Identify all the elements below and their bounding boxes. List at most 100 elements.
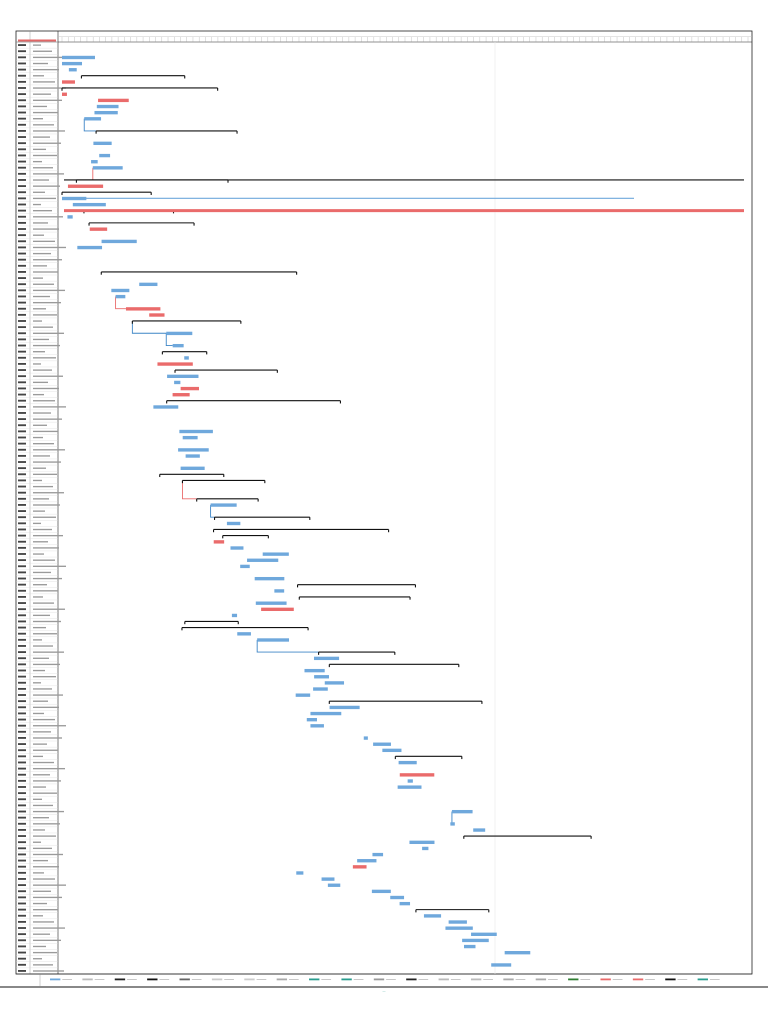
row-id-cell bbox=[18, 129, 26, 132]
task-name-cell bbox=[33, 44, 41, 46]
task-bar bbox=[101, 239, 137, 244]
legend-swatch-inactive-milestone bbox=[244, 978, 255, 981]
task-name-cell bbox=[33, 958, 42, 960]
row-id-cell bbox=[18, 258, 26, 261]
row-id-cell bbox=[18, 381, 26, 384]
row-id-cell bbox=[18, 203, 26, 206]
row-id-cell bbox=[18, 620, 26, 623]
row-id-cell bbox=[18, 228, 26, 230]
task-name-cell bbox=[33, 271, 58, 273]
task-bar bbox=[473, 828, 486, 832]
row-id-cell bbox=[18, 675, 26, 678]
critical-task-bar bbox=[98, 98, 129, 103]
critical-task-bar bbox=[352, 865, 367, 869]
task-bar bbox=[310, 711, 342, 716]
legend-label-project-summary bbox=[191, 979, 202, 980]
task-name-cell bbox=[33, 344, 60, 347]
row-id-cell bbox=[18, 841, 26, 844]
task-bar bbox=[93, 141, 112, 146]
dependency-links bbox=[76, 118, 453, 825]
row-id-cell bbox=[18, 645, 26, 647]
legend-swatch-inactive-summary bbox=[276, 978, 288, 981]
task-bar bbox=[210, 503, 237, 507]
row-id-cell bbox=[18, 614, 26, 617]
task-name-cell bbox=[33, 436, 43, 439]
task-name-cell bbox=[33, 718, 55, 721]
row-id-cell bbox=[18, 399, 26, 402]
task-bar bbox=[357, 859, 377, 863]
task-name-cell bbox=[33, 167, 53, 169]
task-bar bbox=[96, 104, 119, 109]
task-name-cell bbox=[33, 228, 59, 230]
row-id-cell bbox=[18, 638, 26, 641]
task-bar bbox=[172, 343, 184, 348]
row-id-cell bbox=[18, 405, 26, 408]
row-id-cell bbox=[18, 589, 26, 592]
task-bar bbox=[68, 68, 77, 72]
task-name-cell bbox=[33, 240, 55, 243]
task-bar bbox=[448, 920, 467, 924]
task-name-cell bbox=[33, 185, 60, 187]
row-id-cell bbox=[18, 393, 26, 396]
task-name-cell bbox=[33, 418, 62, 420]
task-name-cell bbox=[33, 75, 44, 77]
legend-label-start-only bbox=[450, 979, 461, 980]
task-name-cell bbox=[33, 68, 59, 71]
legend-swatch-start-only bbox=[438, 978, 449, 981]
task-name-cell bbox=[33, 743, 47, 745]
row-id-cell bbox=[18, 577, 26, 580]
row-id-cell bbox=[18, 117, 26, 120]
task-bar bbox=[99, 153, 111, 158]
task-bar bbox=[314, 675, 330, 679]
row-id-cell bbox=[18, 939, 26, 942]
row-id-cell bbox=[18, 485, 26, 488]
page-footer-mark: — bbox=[382, 989, 386, 993]
row-id-cell bbox=[18, 792, 26, 795]
row-id-cell bbox=[18, 209, 26, 212]
legend-label-finish-only bbox=[483, 979, 493, 980]
task-name-cell bbox=[33, 326, 53, 328]
legend-label-critical-split bbox=[645, 979, 655, 980]
task-name-cell bbox=[33, 547, 59, 549]
row-id-cell bbox=[18, 461, 26, 463]
task-bar bbox=[62, 61, 83, 66]
row-id-cell bbox=[18, 822, 26, 825]
row-id-cell bbox=[18, 522, 26, 525]
row-id-cell bbox=[18, 902, 26, 905]
task-name-cell bbox=[33, 522, 41, 525]
task-name-cell bbox=[33, 210, 52, 212]
task-name-cell bbox=[33, 859, 48, 862]
row-id-cell bbox=[18, 326, 26, 329]
row-id-cell bbox=[18, 798, 26, 801]
dependency-link bbox=[165, 333, 173, 346]
task-bar bbox=[397, 785, 422, 789]
task-name-cell bbox=[33, 99, 62, 101]
legend-swatch-manual-task bbox=[309, 978, 320, 981]
task-name-cell bbox=[33, 277, 43, 279]
task-name-cell bbox=[33, 810, 64, 813]
task-name-cell bbox=[33, 878, 55, 880]
chart-frame bbox=[0, 30, 768, 988]
task-name-cell bbox=[33, 755, 43, 758]
row-id-cell bbox=[18, 571, 26, 574]
task-name-cell bbox=[33, 479, 42, 482]
task-bar bbox=[313, 656, 340, 661]
row-id-cell bbox=[18, 553, 26, 555]
row-id-cell bbox=[18, 50, 26, 53]
row-id-cell bbox=[18, 313, 26, 316]
task-bar bbox=[398, 760, 417, 765]
row-id-cell bbox=[18, 718, 26, 721]
row-id-cell bbox=[18, 142, 26, 145]
task-name-cell bbox=[33, 792, 57, 794]
legend-swatch-manual-progress bbox=[697, 978, 708, 981]
task-name-cell bbox=[33, 884, 66, 886]
task-name-cell bbox=[33, 498, 49, 500]
task-bar bbox=[257, 638, 290, 642]
row-id-cell bbox=[18, 320, 26, 322]
row-id-cell bbox=[18, 252, 26, 255]
task-name-cell bbox=[33, 951, 57, 954]
task-name-cell bbox=[33, 853, 63, 856]
dependency-link bbox=[181, 480, 197, 500]
task-name-cell bbox=[33, 927, 65, 929]
